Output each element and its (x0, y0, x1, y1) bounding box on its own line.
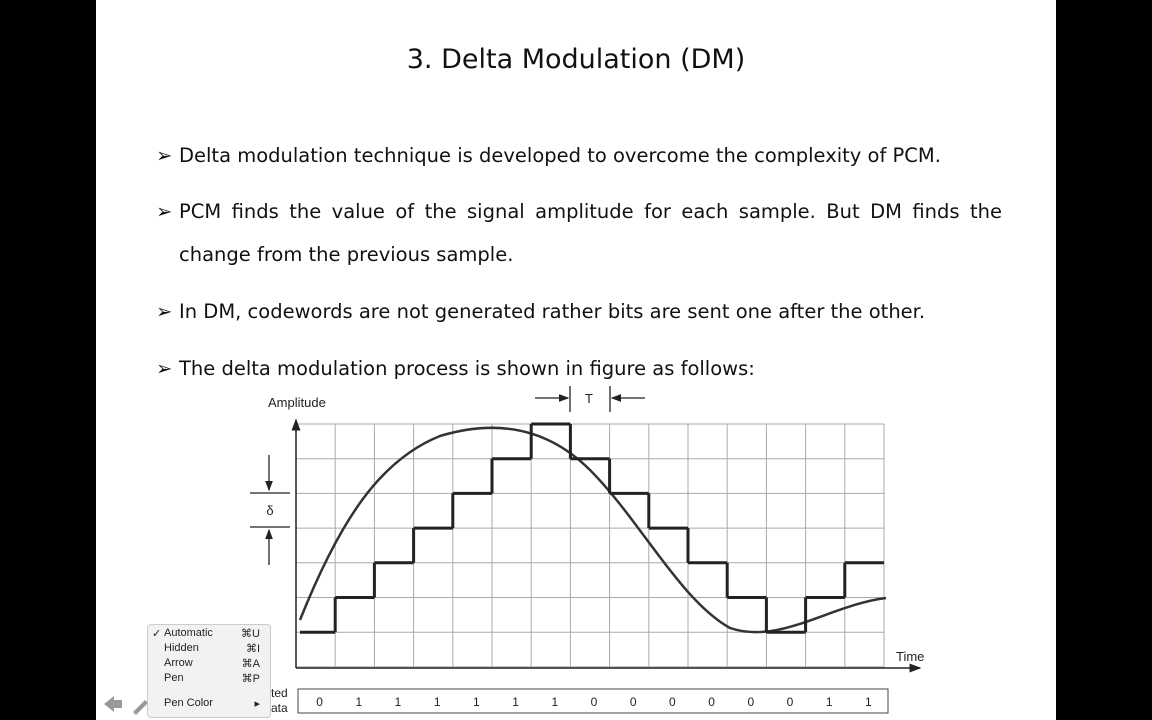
bullet-text: PCM finds the value of the signal amplit… (179, 200, 1002, 266)
menu-label: Automatic (164, 627, 213, 639)
bit-label: 1 (434, 695, 441, 709)
bit-label: 0 (708, 695, 715, 709)
context-menu: ✓ Automatic ⌘U Hidden ⌘I Arrow ⌘A Pen ⌘P Pen Col… (147, 624, 271, 718)
slide: 3. Delta Modulation (DM) ➢ Delta modulati… (96, 0, 1056, 720)
slide-title: 3. Delta Modulation (DM) (406, 44, 746, 75)
menu-item[interactable]: Arrow ⌘A (164, 657, 264, 672)
bit-label: 1 (473, 695, 480, 709)
bit-label: 1 (551, 695, 558, 709)
bit-label: 1 (355, 695, 362, 709)
bit-label: 1 (865, 695, 872, 709)
data-label: ted (271, 686, 288, 700)
bullet-text: The delta modulation process is shown in… (179, 357, 755, 380)
bullet-text: Delta modulation technique is developed … (179, 144, 941, 167)
menu-item[interactable]: Automatic ⌘U (164, 627, 264, 642)
menu-item[interactable]: Hidden ⌘I (164, 642, 264, 657)
menu-label: Pen (164, 672, 184, 684)
menu-item[interactable]: Pen Color ▸ (164, 697, 264, 712)
delta-marker (250, 455, 290, 565)
period-marker (535, 386, 645, 412)
menu-shortcut: ▸ (254, 698, 260, 710)
pen-button[interactable] (133, 700, 148, 715)
bit-label: 0 (630, 695, 637, 709)
bit-label: 0 (787, 695, 794, 709)
bullet: ➢ The delta modulation process is shown i… (156, 347, 1002, 390)
bit-box (297, 688, 889, 714)
bit-label: 0 (591, 695, 598, 709)
prev-button[interactable] (104, 696, 122, 712)
menu-shortcut: ⌘P (241, 673, 260, 685)
menu-shortcut: ⌘A (241, 658, 260, 670)
delta-label: δ (266, 503, 273, 518)
period-label: T (585, 391, 593, 406)
menu-label: Arrow (164, 657, 193, 669)
menu-shortcut: ⌘I (245, 643, 260, 655)
data-label: ata (271, 701, 288, 715)
menu-shortcut: ⌘U (241, 628, 260, 640)
menu-label: Pen Color (164, 697, 213, 709)
x-label: Time (896, 649, 924, 664)
bit-label: 0 (669, 695, 676, 709)
grid (295, 423, 885, 668)
bullet: ➢ In DM, codewords are not generated rath… (156, 290, 1002, 333)
bullet-text: In DM, codewords are not generated rathe… (179, 300, 926, 323)
bit-label: 0 (316, 695, 323, 709)
bullet: ➢ Delta modulation technique is developed… (156, 134, 1002, 177)
bit-label: 1 (826, 695, 833, 709)
bit-label: 0 (747, 695, 754, 709)
menu-label: Hidden (164, 642, 199, 654)
bit-label: 1 (395, 695, 402, 709)
check: ✓ (152, 628, 162, 640)
menu-item[interactable]: Pen ⌘P (164, 672, 264, 687)
y-label: Amplitude (268, 395, 326, 410)
bullet: ➢ PCM finds the value of the signal ampli… (156, 190, 1002, 276)
bit-label: 1 (512, 695, 519, 709)
